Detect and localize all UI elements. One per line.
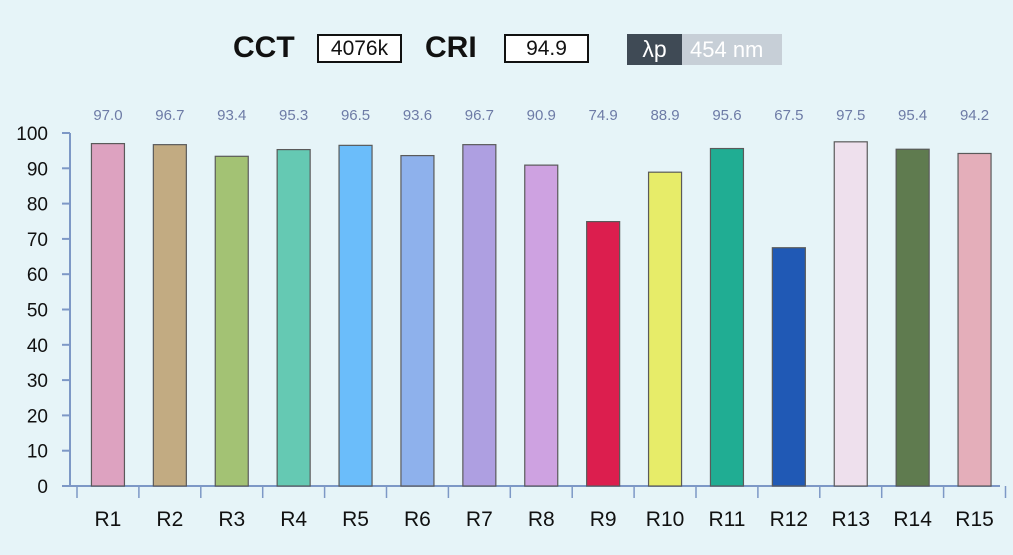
bar-r15 — [957, 152, 992, 487]
value-label: 95.6 — [712, 107, 741, 124]
bar-r10 — [647, 171, 683, 487]
y-tick-label: 80 — [27, 195, 48, 216]
y-tick-label: 100 — [16, 124, 48, 145]
value-label: 96.5 — [341, 107, 370, 124]
value-label: 93.4 — [217, 107, 246, 124]
peak-wavelength-value: 454 nm — [682, 34, 782, 65]
bar-r8 — [524, 164, 559, 487]
value-label: 96.7 — [155, 107, 184, 124]
value-label: 94.2 — [960, 107, 989, 124]
x-tick-label: R14 — [893, 508, 932, 531]
value-label: 88.9 — [650, 107, 679, 124]
value-label: 95.3 — [279, 107, 308, 124]
bar-r13 — [833, 141, 868, 487]
y-tick-label: 30 — [27, 371, 48, 392]
x-tick-label: R8 — [528, 508, 555, 531]
x-tick-label: R12 — [770, 508, 809, 531]
value-label: 97.5 — [836, 107, 865, 124]
bar-r14 — [895, 148, 930, 487]
y-tick-label: 90 — [27, 159, 48, 180]
value-label: 97.0 — [93, 107, 122, 124]
x-tick-label: R13 — [831, 508, 870, 531]
x-axis: R1 R2 R3 R4 R5 R6 R7 R8 R9 R10 R11 R12 R13 R14 R15 — [70, 485, 1007, 531]
x-tick-label: R10 — [646, 508, 685, 531]
value-labels: 97.0 96.7 93.4 95.3 96.5 93.6 96.7 90.9 74.9 88.9… — [93, 107, 989, 124]
bar-r1 — [90, 142, 126, 487]
x-tick-label: R1 — [95, 508, 122, 531]
value-label: 93.6 — [403, 107, 432, 124]
y-tick-label: 40 — [27, 336, 48, 357]
y-tick-label: 20 — [27, 406, 48, 427]
peak-wavelength-label: λp — [627, 34, 682, 65]
y-tick-label: 0 — [37, 477, 48, 498]
y-axis: 0 10 20 30 40 50 60 70 80 90 100 — [16, 124, 71, 498]
cct-label: CCT — [233, 31, 295, 64]
value-label: 96.7 — [465, 107, 494, 124]
x-tick-label: R6 — [404, 508, 431, 531]
value-label: 90.9 — [527, 107, 556, 124]
value-label: 95.4 — [898, 107, 927, 124]
y-tick-label: 10 — [27, 442, 48, 463]
bar-r11 — [709, 147, 745, 487]
header: CCT 4076k CRI 94.9 λp 454 nm — [0, 0, 1013, 80]
bar-r6 — [400, 154, 435, 487]
cri-label: CRI — [425, 31, 477, 64]
x-tick-label: R5 — [342, 508, 369, 531]
bar-r12 — [771, 247, 806, 487]
bar-r3 — [214, 155, 249, 487]
x-tick-label: R7 — [466, 508, 493, 531]
cct-value-box: 4076k — [317, 34, 402, 63]
cri-value-box: 94.9 — [504, 34, 589, 63]
x-tick-label: R9 — [590, 508, 617, 531]
bar-r4 — [276, 148, 311, 487]
x-tick-label: R15 — [955, 508, 994, 531]
x-tick-label: R11 — [708, 508, 745, 531]
y-tick-label: 60 — [27, 265, 48, 286]
y-tick-label: 70 — [27, 230, 48, 251]
bar-r7 — [462, 144, 497, 487]
x-tick-label: R4 — [280, 508, 307, 531]
value-label: 74.9 — [589, 107, 618, 124]
bar-r9 — [586, 221, 621, 487]
bar-r2 — [152, 144, 187, 487]
x-tick-label: R3 — [218, 508, 245, 531]
bar-r5 — [338, 144, 373, 487]
value-label: 67.5 — [774, 107, 803, 124]
y-tick-label: 50 — [27, 301, 48, 322]
bars — [90, 141, 992, 487]
x-tick-label: R2 — [156, 508, 183, 531]
